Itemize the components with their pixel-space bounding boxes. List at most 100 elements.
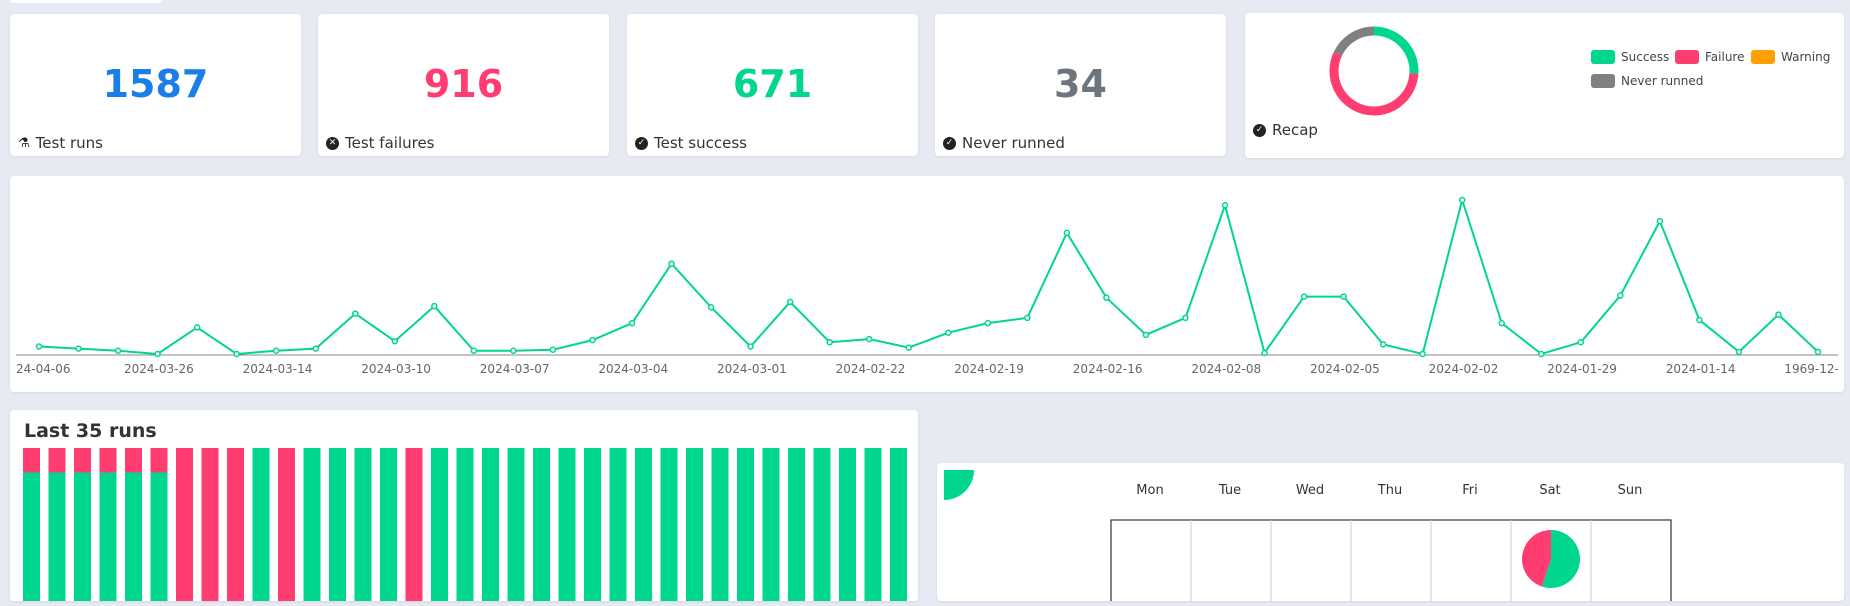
legend-warning[interactable]: Warning (1751, 50, 1830, 64)
run-bar-success[interactable] (660, 448, 678, 601)
run-bar-success[interactable] (507, 448, 525, 601)
run-bar-success[interactable] (99, 472, 117, 601)
run-bar-success[interactable] (813, 448, 831, 601)
timeline-point[interactable] (786, 298, 794, 306)
run-bar-success[interactable] (839, 448, 856, 601)
run-bar-success[interactable] (329, 448, 346, 601)
x-tick-label: 2024-03-14 (243, 362, 313, 376)
timeline-point[interactable] (193, 324, 201, 331)
timeline-point[interactable] (154, 350, 161, 358)
timeline-point[interactable] (984, 319, 992, 327)
timeline-point[interactable] (1182, 314, 1189, 322)
run-bar-success[interactable] (609, 448, 627, 601)
run-bar-success[interactable] (150, 472, 168, 601)
run-bar-success[interactable] (686, 448, 703, 601)
run-bar-success[interactable] (456, 448, 474, 601)
timeline-point[interactable] (1538, 350, 1545, 358)
run-bar-success[interactable] (482, 448, 499, 601)
timeline-point[interactable] (1656, 217, 1664, 225)
run-bar-success[interactable] (74, 472, 91, 601)
run-bar-success[interactable] (23, 472, 40, 601)
timeline-point[interactable] (1142, 331, 1150, 339)
run-bar-failure[interactable] (278, 448, 295, 601)
timeline-point[interactable] (589, 336, 596, 344)
run-bar-success[interactable] (788, 448, 805, 601)
timeline-point[interactable] (510, 347, 517, 355)
timeline-point[interactable] (1103, 294, 1110, 301)
timeline-point[interactable] (905, 344, 912, 351)
check-circle-icon: ✓ (635, 136, 648, 150)
timeline-point[interactable] (272, 347, 280, 355)
timeline-point[interactable] (1419, 350, 1426, 358)
timeline-point[interactable] (1617, 292, 1624, 299)
timeline-point[interactable] (1024, 314, 1031, 322)
x-tick-label: 2024-03-26 (124, 362, 194, 376)
run-bar-success[interactable] (711, 448, 729, 601)
timeline-point[interactable] (352, 310, 359, 317)
timeline-point[interactable] (1814, 348, 1822, 356)
run-bar-success[interactable] (762, 448, 780, 601)
run-bar-failure[interactable] (23, 448, 40, 473)
timeline-point[interactable] (1696, 316, 1703, 324)
run-bar-failure[interactable] (99, 448, 117, 473)
timeline-point[interactable] (312, 345, 319, 352)
run-bar-success[interactable] (252, 448, 270, 601)
timeline-point[interactable] (1221, 202, 1229, 209)
timeline-point[interactable] (707, 303, 715, 311)
run-bar-success[interactable] (431, 448, 448, 601)
run-bar-success[interactable] (125, 472, 142, 601)
legend-success[interactable]: Success (1591, 50, 1669, 64)
legend-failure[interactable]: Failure (1675, 50, 1744, 64)
pie-slice-success[interactable] (1542, 530, 1580, 588)
run-bar-success[interactable] (584, 448, 601, 601)
run-bar-success[interactable] (558, 448, 576, 601)
timeline-point[interactable] (865, 335, 873, 343)
timeline-point[interactable] (114, 347, 122, 355)
run-bar-success[interactable] (864, 448, 882, 601)
run-bar-failure[interactable] (74, 448, 91, 473)
timeline-point[interactable] (1063, 229, 1071, 237)
run-bar-success[interactable] (890, 448, 907, 601)
run-bar-success[interactable] (533, 448, 550, 601)
stat-value: 34 (1054, 62, 1107, 106)
run-bar-failure[interactable] (227, 448, 244, 601)
timeline-point[interactable] (747, 343, 754, 350)
timeline-point[interactable] (431, 302, 438, 310)
stat-label: ⚗ Test runs (18, 134, 103, 152)
timeline-point[interactable] (668, 260, 675, 267)
timeline-point[interactable] (35, 343, 43, 350)
stat-label-text: Test runs (35, 134, 103, 152)
timeline-point[interactable] (1300, 293, 1308, 300)
run-bar-failure[interactable] (48, 448, 66, 473)
timeline-point[interactable] (391, 337, 399, 345)
run-bar-failure[interactable] (125, 448, 142, 473)
timeline-point[interactable] (1775, 311, 1782, 318)
timeline-point[interactable] (1735, 348, 1743, 356)
run-bar-failure[interactable] (176, 448, 193, 601)
run-bar-success[interactable] (737, 448, 754, 601)
run-bar-failure[interactable] (201, 448, 219, 601)
timeline-point[interactable] (1577, 339, 1585, 346)
run-bar-failure[interactable] (150, 448, 168, 473)
run-bar-failure[interactable] (405, 448, 423, 601)
timeline-point[interactable] (470, 347, 478, 355)
timeline-point[interactable] (945, 329, 952, 336)
run-bar-success[interactable] (635, 448, 652, 601)
stat-label-text: Test failures (345, 134, 435, 152)
timeline-point[interactable] (1458, 196, 1466, 204)
timeline-point[interactable] (75, 345, 82, 352)
timeline-point[interactable] (826, 339, 833, 346)
timeline-point[interactable] (628, 319, 636, 327)
pie-slice-failure[interactable] (1522, 530, 1551, 587)
timeline-point[interactable] (1498, 319, 1505, 327)
timeline-point[interactable] (1379, 341, 1387, 348)
timeline-point[interactable] (549, 346, 557, 353)
run-bar-success[interactable] (303, 448, 321, 601)
run-bar-success[interactable] (48, 472, 66, 601)
run-bar-success[interactable] (380, 448, 397, 601)
run-bar-success[interactable] (354, 448, 372, 601)
timeline-point[interactable] (233, 350, 240, 358)
legend-never-runned[interactable]: Never runned (1591, 74, 1703, 88)
timeline-point[interactable] (1340, 293, 1347, 300)
timeline-point[interactable] (1261, 349, 1268, 357)
